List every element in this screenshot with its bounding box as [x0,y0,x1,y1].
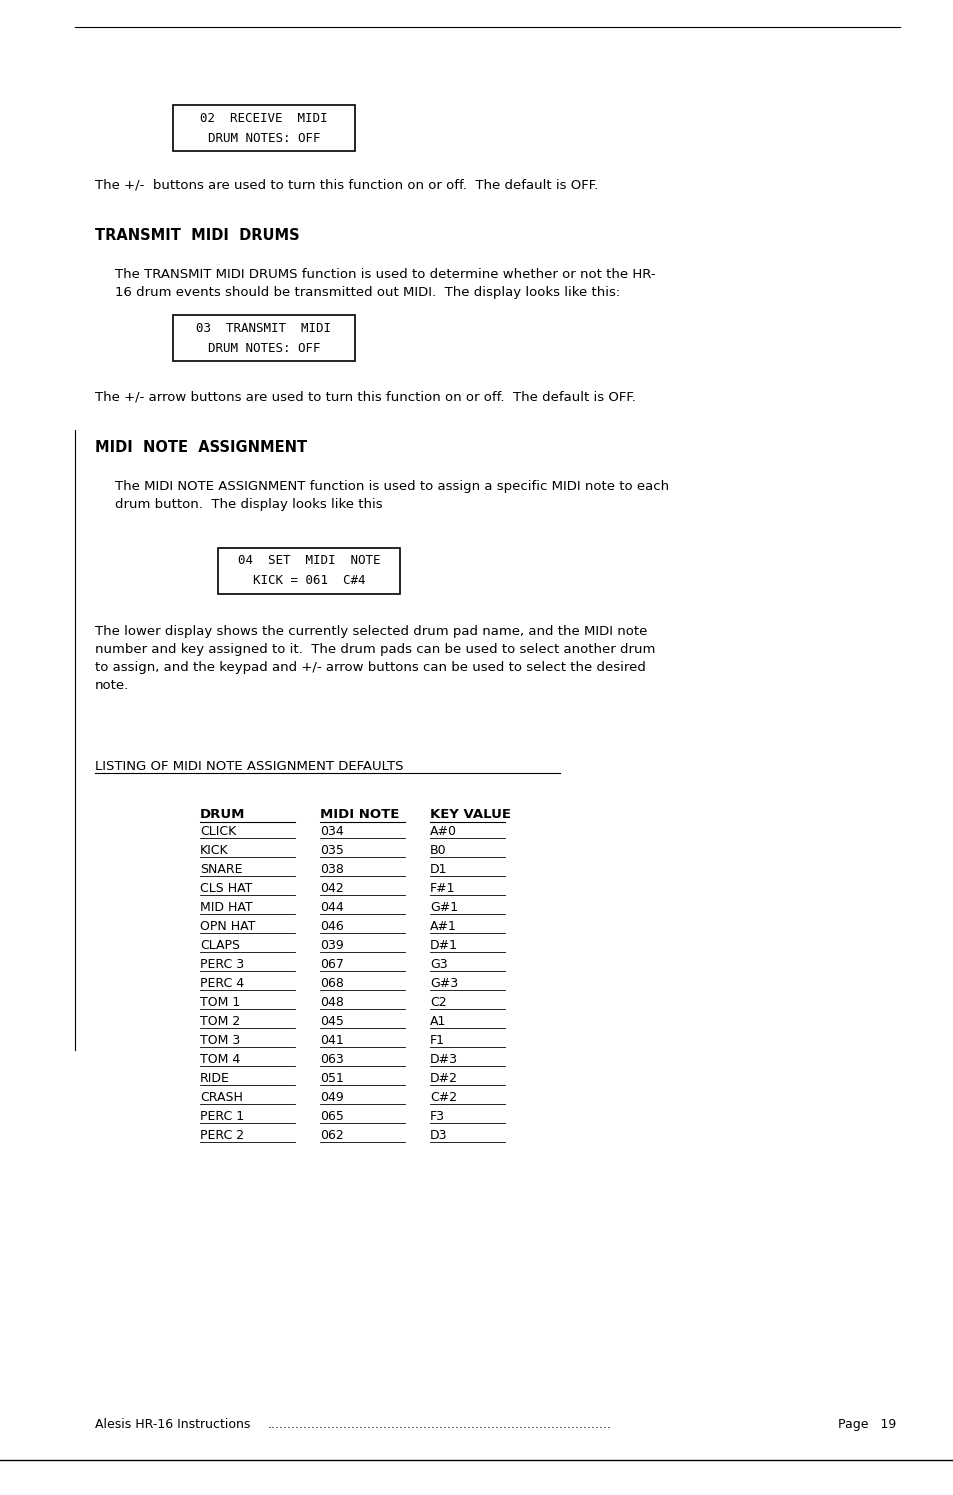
Text: 046: 046 [319,919,343,933]
Text: drum button.  The display looks like this: drum button. The display looks like this [115,498,382,511]
Text: D1: D1 [430,863,447,876]
Text: The MIDI NOTE ASSIGNMENT function is used to assign a specific MIDI note to each: The MIDI NOTE ASSIGNMENT function is use… [115,480,668,493]
Text: CLICK: CLICK [200,825,236,839]
Text: KICK: KICK [200,845,229,857]
Text: MID HAT: MID HAT [200,901,253,913]
Text: C#2: C#2 [430,1091,456,1103]
Text: KICK = 061  C#4: KICK = 061 C#4 [253,574,365,588]
Text: MIDI  NOTE  ASSIGNMENT: MIDI NOTE ASSIGNMENT [95,440,307,454]
Text: TOM 4: TOM 4 [200,1052,240,1066]
Text: 03  TRANSMIT  MIDI: 03 TRANSMIT MIDI [196,321,331,335]
Text: G#3: G#3 [430,978,457,990]
Text: DRUM NOTES: OFF: DRUM NOTES: OFF [208,132,320,145]
Text: The +/- arrow buttons are used to turn this function on or off.  The default is : The +/- arrow buttons are used to turn t… [95,390,636,404]
FancyBboxPatch shape [172,315,355,360]
Text: 068: 068 [319,978,343,990]
Text: C2: C2 [430,996,446,1009]
Text: 067: 067 [319,958,343,970]
Text: B0: B0 [430,845,446,857]
Text: 049: 049 [319,1091,343,1103]
Text: D#1: D#1 [430,939,457,952]
Text: TOM 1: TOM 1 [200,996,240,1009]
Text: D3: D3 [430,1129,447,1142]
Text: MIDI NOTE: MIDI NOTE [319,807,399,821]
Text: TRANSMIT  MIDI  DRUMS: TRANSMIT MIDI DRUMS [95,229,299,244]
Text: The +/-  buttons are used to turn this function on or off.  The default is OFF.: The +/- buttons are used to turn this fu… [95,178,598,191]
FancyBboxPatch shape [172,105,355,151]
Text: 02  RECEIVE  MIDI: 02 RECEIVE MIDI [200,112,328,124]
Text: D#3: D#3 [430,1052,457,1066]
Text: D#2: D#2 [430,1072,457,1085]
Text: DRUM NOTES: OFF: DRUM NOTES: OFF [208,341,320,354]
Text: OPN HAT: OPN HAT [200,919,255,933]
Text: G3: G3 [430,958,447,970]
Text: RIDE: RIDE [200,1072,230,1085]
Text: 041: 041 [319,1035,343,1046]
Text: 039: 039 [319,939,343,952]
Text: 035: 035 [319,845,343,857]
Text: 16 drum events should be transmitted out MIDI.  The display looks like this:: 16 drum events should be transmitted out… [115,286,619,299]
Text: PERC 3: PERC 3 [200,958,244,970]
Text: A#0: A#0 [430,825,456,839]
Text: 042: 042 [319,882,343,896]
Text: 038: 038 [319,863,343,876]
Text: A#1: A#1 [430,919,456,933]
Text: CLS HAT: CLS HAT [200,882,253,896]
Text: F1: F1 [430,1035,444,1046]
Text: 048: 048 [319,996,343,1009]
Text: The TRANSMIT MIDI DRUMS function is used to determine whether or not the HR-: The TRANSMIT MIDI DRUMS function is used… [115,268,655,281]
Text: note.: note. [95,679,129,692]
Text: CLAPS: CLAPS [200,939,240,952]
Text: 065: 065 [319,1109,343,1123]
Text: 044: 044 [319,901,343,913]
Text: ................................................................................: ........................................… [268,1417,612,1431]
Text: CRASH: CRASH [200,1091,243,1103]
Text: G#1: G#1 [430,901,457,913]
Text: Alesis HR-16 Instructions: Alesis HR-16 Instructions [95,1417,250,1431]
Text: 062: 062 [319,1129,343,1142]
Text: F#1: F#1 [430,882,455,896]
Text: DRUM: DRUM [200,807,245,821]
Text: number and key assigned to it.  The drum pads can be used to select another drum: number and key assigned to it. The drum … [95,643,655,656]
Text: 045: 045 [319,1015,343,1029]
Text: PERC 4: PERC 4 [200,978,244,990]
Text: PERC 1: PERC 1 [200,1109,244,1123]
Text: F3: F3 [430,1109,444,1123]
Text: Page   19: Page 19 [837,1417,895,1431]
Text: SNARE: SNARE [200,863,242,876]
Text: 034: 034 [319,825,343,839]
Text: PERC 2: PERC 2 [200,1129,244,1142]
Text: KEY VALUE: KEY VALUE [430,807,511,821]
Text: LISTING OF MIDI NOTE ASSIGNMENT DEFAULTS: LISTING OF MIDI NOTE ASSIGNMENT DEFAULTS [95,759,403,773]
Text: The lower display shows the currently selected drum pad name, and the MIDI note: The lower display shows the currently se… [95,625,647,638]
Text: A1: A1 [430,1015,446,1029]
Text: TOM 3: TOM 3 [200,1035,240,1046]
FancyBboxPatch shape [218,549,399,594]
Text: to assign, and the keypad and +/- arrow buttons can be used to select the desire: to assign, and the keypad and +/- arrow … [95,661,645,674]
Text: 051: 051 [319,1072,343,1085]
Text: TOM 2: TOM 2 [200,1015,240,1029]
Text: 04  SET  MIDI  NOTE: 04 SET MIDI NOTE [237,555,380,568]
Text: 063: 063 [319,1052,343,1066]
